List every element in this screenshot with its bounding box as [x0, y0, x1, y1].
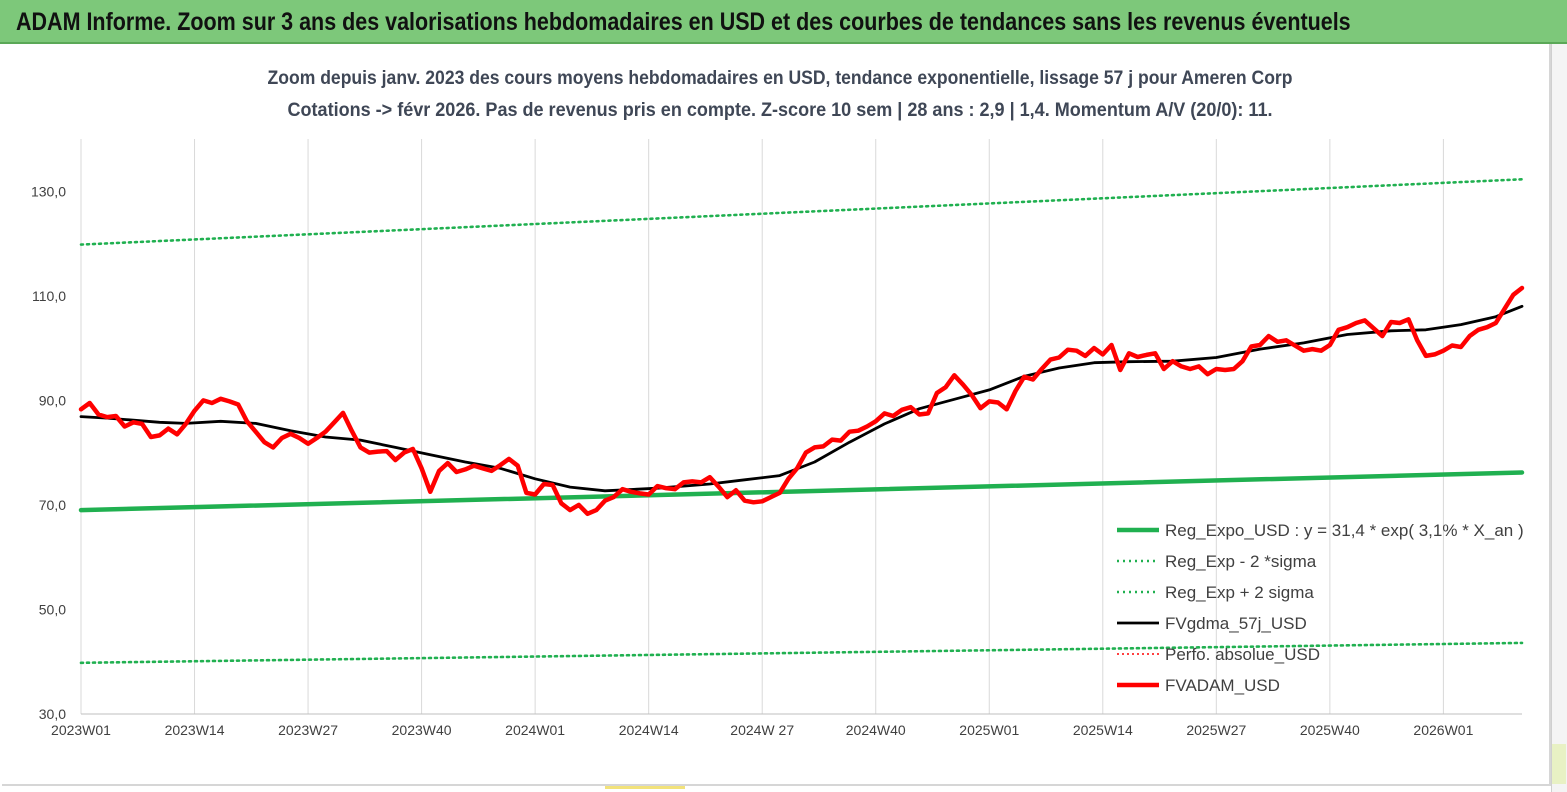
series-line-0	[78, 470, 1525, 513]
x-axis: 2023W01 2023W14 2023W27 2023W40 2024W01 2024W…	[51, 722, 1474, 738]
series-line-1	[79, 641, 1524, 665]
chart-series	[78, 178, 1525, 665]
x-tick-label: 2024W40	[846, 722, 906, 738]
chart-legend: Reg_Expo_USD : y = 31,4 * exp( 3,1% * X_…	[1117, 521, 1524, 695]
x-tick-label: 2023W01	[51, 722, 111, 738]
x-tick-label: 2023W40	[392, 722, 452, 738]
y-axis: 30,0 50,0 70,0 90,0 110,0 130,0	[31, 183, 66, 722]
x-tick-label: 2026W01	[1413, 722, 1473, 738]
bottom-marker	[605, 786, 685, 789]
y-tick-label: 130,0	[31, 183, 66, 199]
series-line-3	[79, 304, 1524, 493]
x-tick-label: 2025W14	[1073, 722, 1133, 738]
y-tick-label: 30,0	[39, 706, 66, 722]
chart-title-line1: Zoom depuis janv. 2023 des cours moyens …	[268, 68, 1293, 89]
legend-label: Reg_Exp + 2 sigma	[1165, 583, 1314, 602]
x-tick-label: 2023W27	[278, 722, 338, 738]
legend-label: FVgdma_57j_USD	[1165, 614, 1307, 633]
legend-label: FVADAM_USD	[1165, 676, 1280, 695]
y-tick-label: 70,0	[39, 497, 66, 513]
y-tick-label: 110,0	[32, 288, 66, 304]
x-tick-label: 2025W40	[1300, 722, 1360, 738]
legend-label: Reg_Exp - 2 *sigma	[1165, 552, 1317, 571]
series-line-2	[79, 178, 1524, 246]
report-banner-title: ADAM Informe. Zoom sur 3 ans des valoris…	[16, 8, 1351, 36]
x-tick-label: 2023W14	[165, 722, 225, 738]
chart-frame	[2, 44, 1551, 786]
chart-area: Zoom depuis janv. 2023 des cours moyens …	[31, 68, 1525, 738]
x-tick-label: 2024W01	[505, 722, 565, 738]
x-tick-label: 2024W14	[619, 722, 679, 738]
chart-title-line2: Cotations -> févr 2026. Pas de revenus p…	[288, 100, 1273, 121]
chart-grid	[80, 139, 1522, 715]
x-tick-label: 2024W 27	[730, 722, 794, 738]
y-tick-label: 90,0	[39, 392, 66, 408]
y-tick-label: 50,0	[39, 601, 66, 617]
x-tick-label: 2025W01	[959, 722, 1019, 738]
x-tick-label: 2025W27	[1186, 722, 1246, 738]
report-banner: ADAM Informe. Zoom sur 3 ans des valoris…	[0, 0, 1567, 44]
series-line-5	[78, 285, 1525, 517]
vertical-scrollbar[interactable]	[1551, 44, 1567, 792]
legend-label: Perfo. absolue_USD	[1165, 645, 1320, 664]
corner-marker	[1552, 744, 1566, 784]
legend-label: Reg_Expo_USD : y = 31,4 * exp( 3,1% * X_…	[1165, 521, 1524, 540]
